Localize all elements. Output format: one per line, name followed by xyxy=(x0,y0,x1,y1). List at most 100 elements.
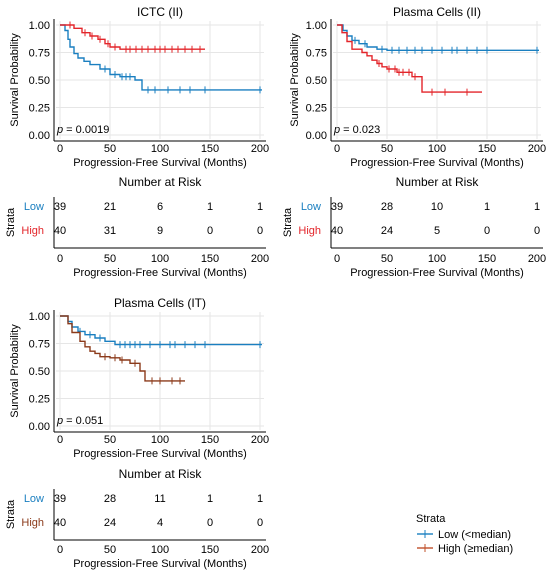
risk-x-tick-label: 200 xyxy=(251,253,269,265)
x-tick-label: 100 xyxy=(151,143,169,155)
risk-table-title: Number at Risk xyxy=(119,467,203,481)
risk-count: 0 xyxy=(484,225,490,237)
km-curve-high xyxy=(337,24,482,93)
y-axis-label: Survival Probability xyxy=(289,33,301,127)
risk-count: 28 xyxy=(381,201,393,213)
x-axis-label: Progression-Free Survival (Months) xyxy=(350,157,524,169)
legend-item-label: High (≥median) xyxy=(438,543,513,555)
risk-strata-label: Strata xyxy=(5,499,17,529)
risk-count: 1 xyxy=(534,201,540,213)
risk-count: 0 xyxy=(257,517,263,529)
x-tick-label: 100 xyxy=(151,434,169,446)
risk-count: 40 xyxy=(54,225,66,237)
chart-title: Plasma Cells (II) xyxy=(393,5,481,19)
risk-count: 11 xyxy=(154,493,165,505)
y-tick-label: 0.25 xyxy=(29,103,50,115)
km-curve-high xyxy=(60,315,185,382)
risk-x-axis-label: Progression-Free Survival (Months) xyxy=(350,267,524,279)
km-curve-high xyxy=(60,24,205,50)
x-tick-label: 0 xyxy=(57,143,63,155)
risk-count: 21 xyxy=(104,201,116,213)
km-panel-1: ICTC (II)0.000.250.500.751.000 50 100 150 20… xyxy=(5,5,269,279)
risk-count: 0 xyxy=(207,517,213,529)
risk-count: 9 xyxy=(157,225,163,237)
x-tick-label: 100 xyxy=(428,143,446,155)
risk-count: 10 xyxy=(431,201,443,213)
legend: Strata Low (<median) High (≥median) xyxy=(416,513,513,555)
y-tick-label: 0.75 xyxy=(306,48,327,60)
km-curve-low xyxy=(337,24,539,51)
risk-x-tick-label: 50 xyxy=(104,544,116,556)
risk-count: 39 xyxy=(331,201,343,213)
p-value: p = 0.0019 xyxy=(56,124,109,136)
risk-table-title: Number at Risk xyxy=(119,175,203,189)
km-curve-low xyxy=(60,24,262,91)
risk-count: 24 xyxy=(381,225,393,237)
risk-row-label-high: High xyxy=(21,225,44,237)
risk-count: 5 xyxy=(434,225,440,237)
risk-count: 6 xyxy=(157,201,163,213)
p-value: p = 0.023 xyxy=(333,124,380,136)
p-value: p = 0.051 xyxy=(56,415,103,427)
risk-table: Number at Risk Low 39 21 6 1 1 High 40 31 9 0 0 Strat… xyxy=(5,175,269,279)
risk-x-tick-label: 200 xyxy=(251,544,269,556)
x-tick-label: 200 xyxy=(528,143,546,155)
y-tick-label: 0.00 xyxy=(29,130,50,142)
y-axis-label: Survival Probability xyxy=(9,33,21,127)
x-tick-label: 200 xyxy=(251,143,269,155)
y-tick-label: 1.00 xyxy=(29,311,50,323)
y-tick-label: 0.75 xyxy=(29,48,50,60)
risk-strata-label: Strata xyxy=(5,207,17,237)
risk-x-axis-label: Progression-Free Survival (Months) xyxy=(73,267,247,279)
risk-row-label-low: Low xyxy=(301,201,321,213)
chart-title: Plasma Cells (IT) xyxy=(114,296,206,310)
x-tick-label: 0 xyxy=(334,143,340,155)
risk-count: 4 xyxy=(157,517,163,529)
risk-x-tick-label: 50 xyxy=(381,253,393,265)
risk-x-tick-label: 100 xyxy=(151,253,169,265)
x-tick-label: 150 xyxy=(478,143,496,155)
y-tick-label: 1.00 xyxy=(306,20,327,32)
risk-x-tick-label: 100 xyxy=(428,253,446,265)
risk-count: 40 xyxy=(54,517,66,529)
x-tick-label: 50 xyxy=(381,143,393,155)
risk-count: 0 xyxy=(207,225,213,237)
risk-row-label-low: Low xyxy=(24,493,44,505)
x-axis-label: Progression-Free Survival (Months) xyxy=(73,157,247,169)
risk-count: 0 xyxy=(534,225,540,237)
risk-row-label-high: High xyxy=(21,517,44,529)
risk-count: 40 xyxy=(331,225,343,237)
risk-strata-label: Strata xyxy=(282,207,294,237)
x-tick-label: 0 xyxy=(57,434,63,446)
risk-count: 31 xyxy=(104,225,116,237)
y-tick-label: 0.25 xyxy=(306,103,327,115)
y-tick-label: 1.00 xyxy=(29,20,50,32)
risk-count: 1 xyxy=(484,201,490,213)
y-tick-label: 0.50 xyxy=(29,366,50,378)
risk-count: 24 xyxy=(104,517,116,529)
chart-title: ICTC (II) xyxy=(137,5,183,19)
y-tick-label: 0.00 xyxy=(306,130,327,142)
x-axis-label: Progression-Free Survival (Months) xyxy=(73,448,247,460)
risk-count: 39 xyxy=(54,201,66,213)
risk-count: 1 xyxy=(207,201,213,213)
risk-x-tick-label: 0 xyxy=(57,544,63,556)
risk-x-tick-label: 150 xyxy=(201,253,219,265)
risk-count: 1 xyxy=(257,493,263,505)
risk-x-axis-label: Progression-Free Survival (Months) xyxy=(73,558,247,570)
x-tick-label: 50 xyxy=(104,143,116,155)
x-tick-label: 150 xyxy=(201,434,219,446)
risk-x-tick-label: 0 xyxy=(57,253,63,265)
risk-count: 1 xyxy=(207,493,213,505)
risk-count: 28 xyxy=(104,493,116,505)
y-tick-label: 0.00 xyxy=(29,421,50,433)
risk-table-title: Number at Risk xyxy=(396,175,480,189)
km-curve-low xyxy=(60,315,262,346)
legend-item-label: Low (<median) xyxy=(438,529,511,541)
y-tick-label: 0.50 xyxy=(306,75,327,87)
risk-x-tick-label: 150 xyxy=(478,253,496,265)
risk-x-tick-label: 0 xyxy=(334,253,340,265)
risk-x-tick-label: 150 xyxy=(201,544,219,556)
